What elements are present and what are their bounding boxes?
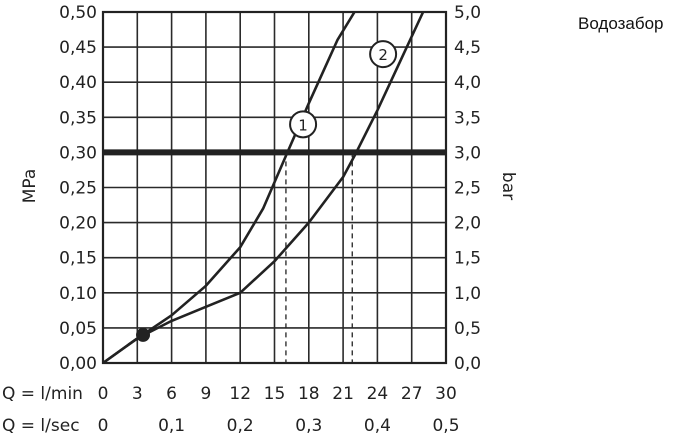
x-secondary-tick-label: 0,4 [364,416,391,436]
y-right-tick-label: 5,0 [454,3,481,23]
y-left-tick-label: 0,40 [59,73,97,93]
y-right-tick-label: 2,5 [454,179,481,199]
x-primary-tick-label: 3 [132,384,143,404]
series-line-2 [102,11,425,365]
x-primary-tick-label: 21 [332,384,354,404]
y-right-tick-label: 0,5 [454,319,481,339]
y-right-tick-label: 0,0 [454,354,481,374]
y-left-tick-label: 0,15 [59,249,97,269]
x-axis-secondary-label: Q = l/sec [2,416,80,436]
y-left-tick-label: 0,25 [59,179,97,199]
y-left-tick-label: 0,30 [59,143,97,163]
x-primary-tick-label: 18 [298,384,320,404]
y-axis-left-label: MPa [20,169,40,204]
x-primary-tick-label: 15 [264,384,286,404]
x-primary-tick-label: 12 [229,384,251,404]
data-point-marker [136,327,151,342]
series-marker-circle-2 [369,40,398,69]
crossing-drop-lines [285,152,353,363]
grid [102,11,447,364]
x-secondary-tick-label: 0 [98,416,109,436]
y-right-tick-label: 2,0 [454,214,481,234]
x-primary-tick-label: 24 [367,384,389,404]
y-left-tick-label: 0,20 [59,214,97,234]
x-primary-tick-label: 9 [200,384,211,404]
x-primary-tick-label: 30 [435,384,457,404]
series-line-1 [102,11,356,365]
y-right-tick-label: 1,5 [454,249,481,269]
series-markers: 12 [136,40,398,342]
series-marker-circle-1 [289,110,318,139]
y-left-tick-label: 0,50 [59,3,97,23]
x-axis-primary-label: Q = l/min [2,384,83,404]
y-left-tick-label: 0,05 [59,319,97,339]
y-left-tick-label: 0,45 [59,38,97,58]
plot-frame [101,10,448,365]
y-left-tick-label: 0,10 [59,284,97,304]
y-left-tick-label: 0,35 [59,108,97,128]
y-right-tick-label: 4,5 [454,38,481,58]
series-layer [102,11,425,365]
y-left-tick-label: 0,00 [59,354,97,374]
page-title: Водозабор [578,14,664,33]
series-marker-label-2: 2 [378,46,388,64]
y-right-tick-label: 4,0 [454,73,481,93]
x-secondary-tick-label: 0,2 [227,416,254,436]
x-secondary-tick-label: 0,3 [295,416,322,436]
series-marker-label-1: 1 [298,116,308,134]
y-right-tick-label: 3,5 [454,108,481,128]
x-secondary-tick-label: 0,5 [432,416,459,436]
x-primary-tick-label: 6 [166,384,177,404]
x-primary-tick-label: 0 [98,384,109,404]
y-right-tick-label: 3,0 [454,143,481,163]
x-secondary-tick-label: 0,1 [158,416,185,436]
x-primary-tick-label: 27 [401,384,423,404]
y-right-tick-label: 1,0 [454,284,481,304]
tick-labels: 0,000,050,100,150,200,250,300,350,400,45… [59,3,481,436]
y-axis-right-label: bar [498,172,518,200]
plot-border [101,10,448,365]
